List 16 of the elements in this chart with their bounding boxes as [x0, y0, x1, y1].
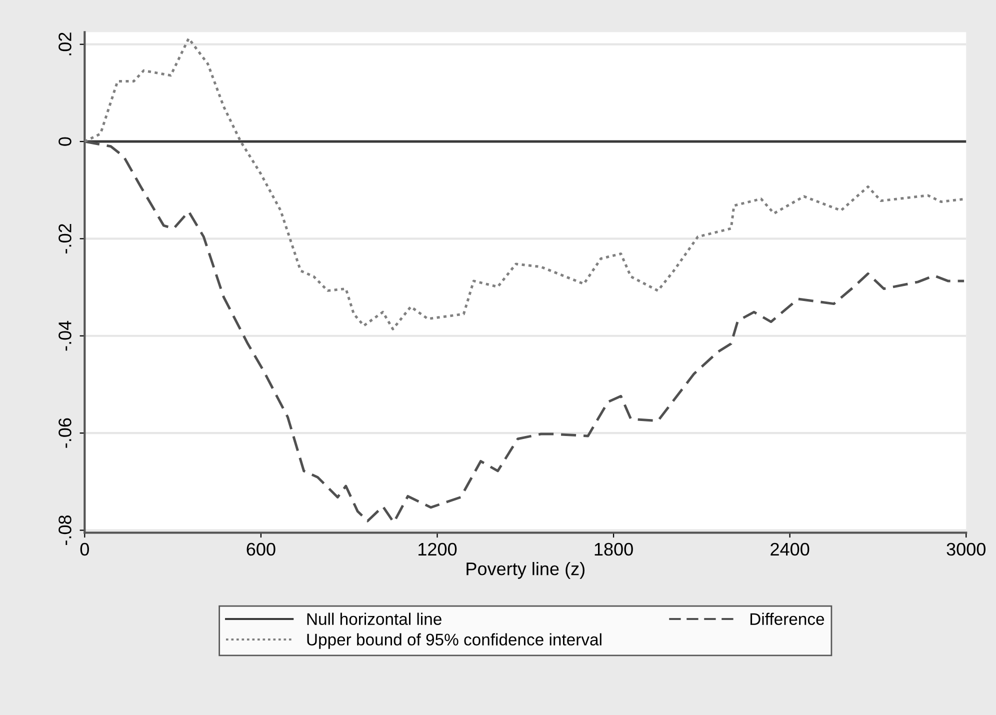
- x-tick-label: 0: [80, 542, 89, 556]
- legend-label: Null horizontal line: [307, 612, 442, 625]
- y-tick-label: 0: [58, 137, 72, 146]
- x-tick-label: 1200: [418, 542, 457, 556]
- legend-label: Upper bound of 95% confidence interval: [307, 633, 602, 649]
- y-tick-label: .02: [58, 32, 72, 56]
- y-tick-label: -.04: [58, 320, 72, 351]
- y-tick-label: -.02: [58, 224, 72, 254]
- y-tick-label: -.08: [58, 515, 72, 545]
- y-tick-label: -.06: [58, 418, 72, 448]
- x-tick-label: 1800: [594, 542, 633, 556]
- legend-label: Difference: [750, 612, 824, 625]
- x-tick-label: 2400: [770, 542, 810, 556]
- x-axis-title: Poverty line (z): [466, 562, 584, 579]
- x-tick-label: 3000: [946, 542, 986, 556]
- x-tick-label: 600: [246, 542, 276, 556]
